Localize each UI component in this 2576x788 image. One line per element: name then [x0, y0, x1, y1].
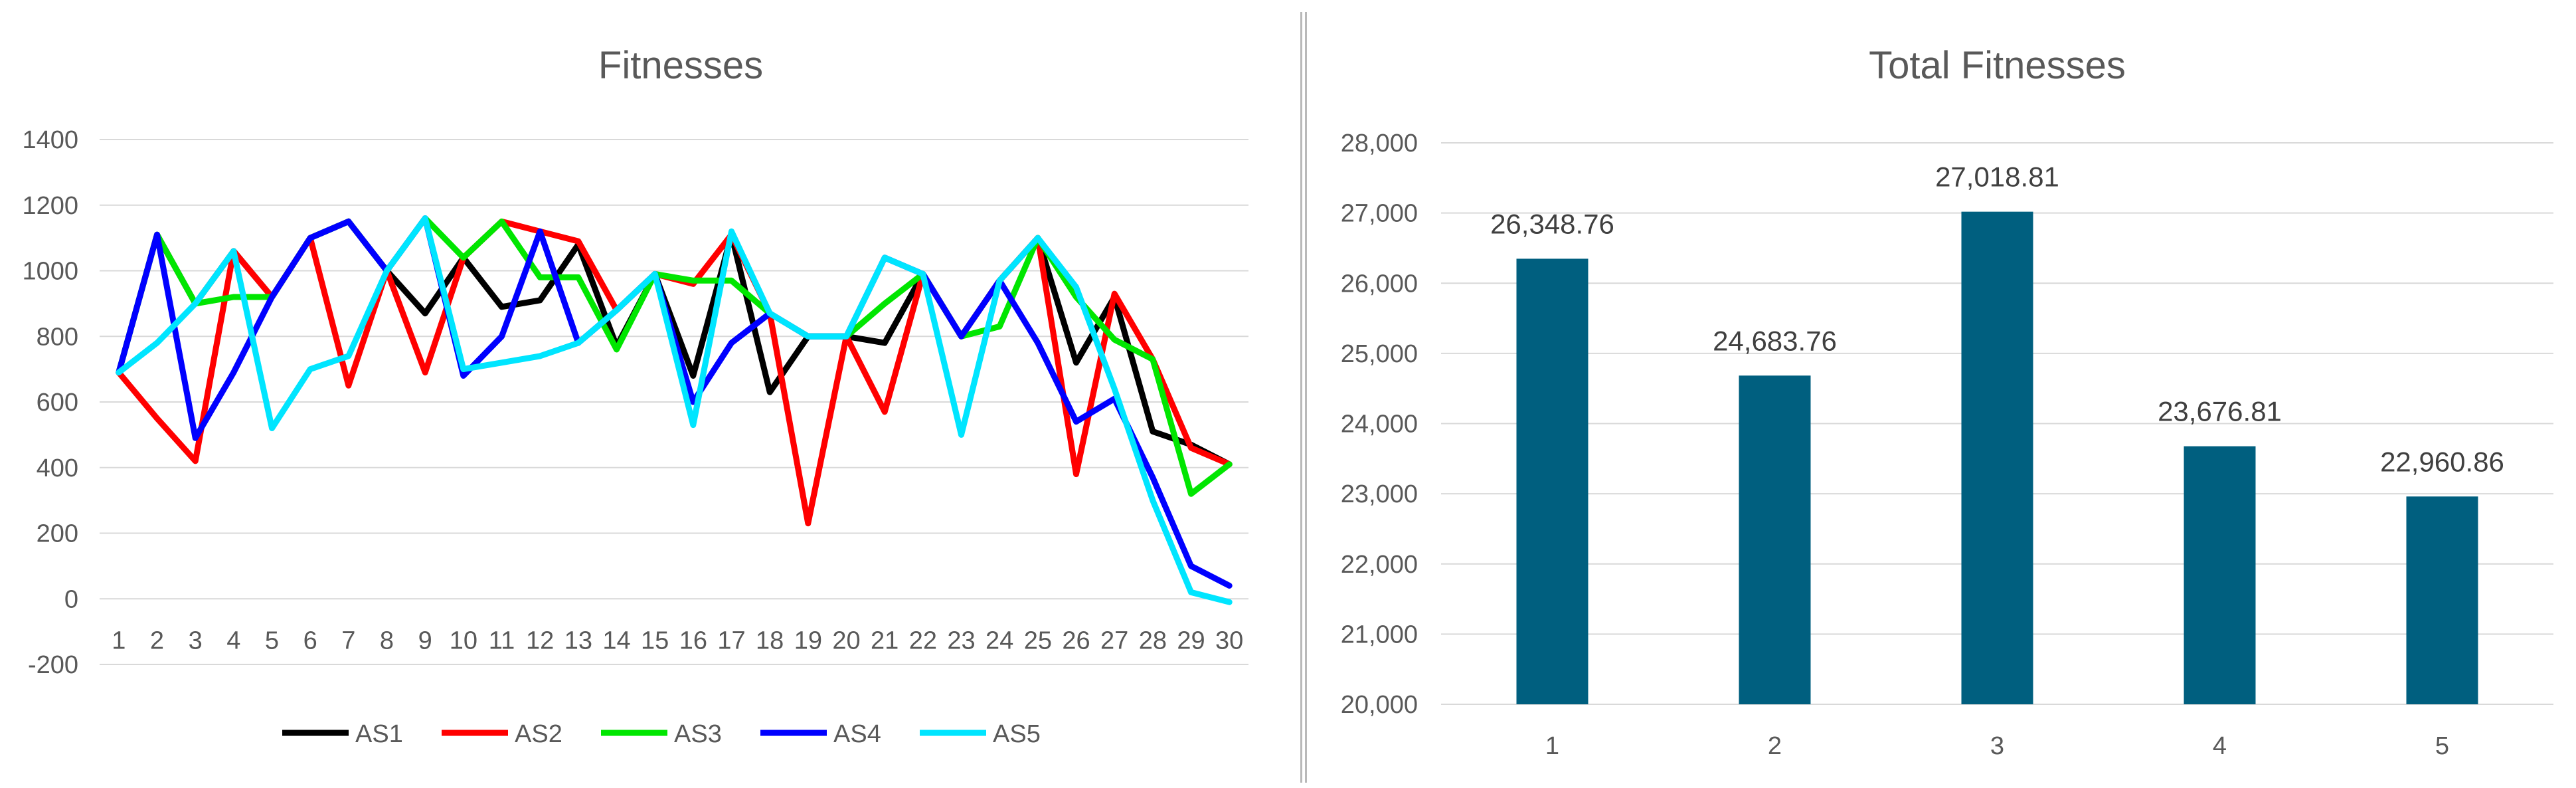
y-tick-label: 26,000 — [1341, 270, 1418, 298]
x-tick-label: 5 — [2435, 732, 2449, 760]
y-tick-label: 1400 — [22, 126, 78, 154]
total-fitnesses-bar-chart-svg: Total Fitnesses 20,000 21,000 22,000 23,000 2… — [1341, 44, 2553, 760]
x-tick-label: 23 — [947, 627, 975, 654]
x-tick-label: 24 — [986, 627, 1013, 654]
x-tick-label: 8 — [380, 627, 394, 654]
x-tick-label: 11 — [489, 627, 515, 654]
y-tick-label: 1000 — [22, 258, 78, 286]
x-tick-label: 9 — [418, 627, 432, 654]
x-tick-label: 30 — [1215, 627, 1243, 654]
x-tick-label: 16 — [679, 627, 707, 654]
x-tick-label: 3 — [1990, 732, 2004, 760]
y-tick-label: 20,000 — [1341, 691, 1418, 719]
y-tick-label: 400 — [37, 454, 78, 482]
x-tick-label: 21 — [871, 627, 899, 654]
data-label: 27,018.81 — [1935, 161, 2059, 193]
x-tick-label: 19 — [794, 627, 822, 654]
y-tick-label: 0 — [64, 585, 78, 613]
x-tick-label: 17 — [717, 627, 745, 654]
data-label: 23,676.81 — [2158, 396, 2282, 427]
bar-4 — [2184, 446, 2256, 704]
legend-label-as4: AS4 — [833, 720, 881, 748]
x-tick-label: 20 — [832, 627, 860, 654]
data-label: 26,348.76 — [1490, 208, 1614, 239]
y-tick-label: 23,000 — [1341, 480, 1418, 508]
y-tick-label: -200 — [28, 651, 78, 679]
y-tick-label: 24,000 — [1341, 411, 1418, 439]
chart-title: Total Fitnesses — [1869, 44, 2126, 87]
x-tick-label: 27 — [1100, 627, 1128, 654]
x-tick-label: 12 — [526, 627, 554, 654]
x-tick-label: 29 — [1177, 627, 1205, 654]
y-tick-label: 200 — [37, 520, 78, 548]
chart-title: Fitnesses — [598, 44, 763, 87]
chart-divider — [1300, 12, 1302, 783]
x-tick-label: 22 — [909, 627, 937, 654]
bar-3 — [1961, 211, 2033, 704]
x-tick-label: 10 — [450, 627, 477, 654]
x-tick-label: 2 — [150, 627, 164, 654]
chart-divider-2 — [1305, 12, 1307, 783]
y-tick-label: 27,000 — [1341, 200, 1418, 228]
legend-label-as3: AS3 — [674, 720, 722, 748]
y-tick-label: 600 — [37, 389, 78, 417]
y-tick-label: 1200 — [22, 192, 78, 220]
x-tick-label: 28 — [1139, 627, 1167, 654]
bar-1 — [1516, 258, 1589, 704]
y-tick-label: 800 — [37, 323, 78, 351]
fitnesses-chart: Fitnesses -200 0 200 400 600 800 1000 1200 1400 1 2… — [22, 44, 1248, 748]
legend-label-as5: AS5 — [993, 720, 1041, 748]
x-tick-label: 7 — [341, 627, 355, 654]
x-tick-label: 4 — [226, 627, 240, 654]
y-tick-label: 21,000 — [1341, 621, 1418, 648]
x-tick-label: 5 — [265, 627, 279, 654]
x-tick-label: 15 — [641, 627, 669, 654]
legend-label-as2: AS2 — [515, 720, 562, 748]
x-tick-label: 2 — [1768, 732, 1782, 760]
x-tick-label: 4 — [2213, 732, 2227, 760]
x-tick-label: 3 — [189, 627, 203, 654]
data-label: 24,683.76 — [1713, 325, 1837, 356]
x-tick-label: 26 — [1062, 627, 1090, 654]
y-tick-label: 25,000 — [1341, 340, 1418, 368]
x-tick-label: 1 — [112, 627, 126, 654]
x-tick-label: 18 — [756, 627, 784, 654]
data-label: 22,960.86 — [2380, 446, 2504, 477]
x-tick-label: 6 — [303, 627, 317, 654]
total-fitnesses-chart: Total Fitnesses 20,000 21,000 22,000 23,000 2… — [1305, 0, 2576, 788]
x-tick-label: 14 — [602, 627, 630, 654]
x-tick-label: 25 — [1024, 627, 1052, 654]
bar-5 — [2406, 496, 2478, 704]
series-line-as5 — [116, 215, 1233, 605]
y-tick-label: 22,000 — [1341, 551, 1418, 579]
legend-label-as1: AS1 — [355, 720, 403, 748]
x-tick-label: 1 — [1545, 732, 1559, 760]
y-tick-label: 28,000 — [1341, 130, 1418, 157]
x-tick-label: 13 — [564, 627, 592, 654]
bar-2 — [1739, 375, 1811, 704]
